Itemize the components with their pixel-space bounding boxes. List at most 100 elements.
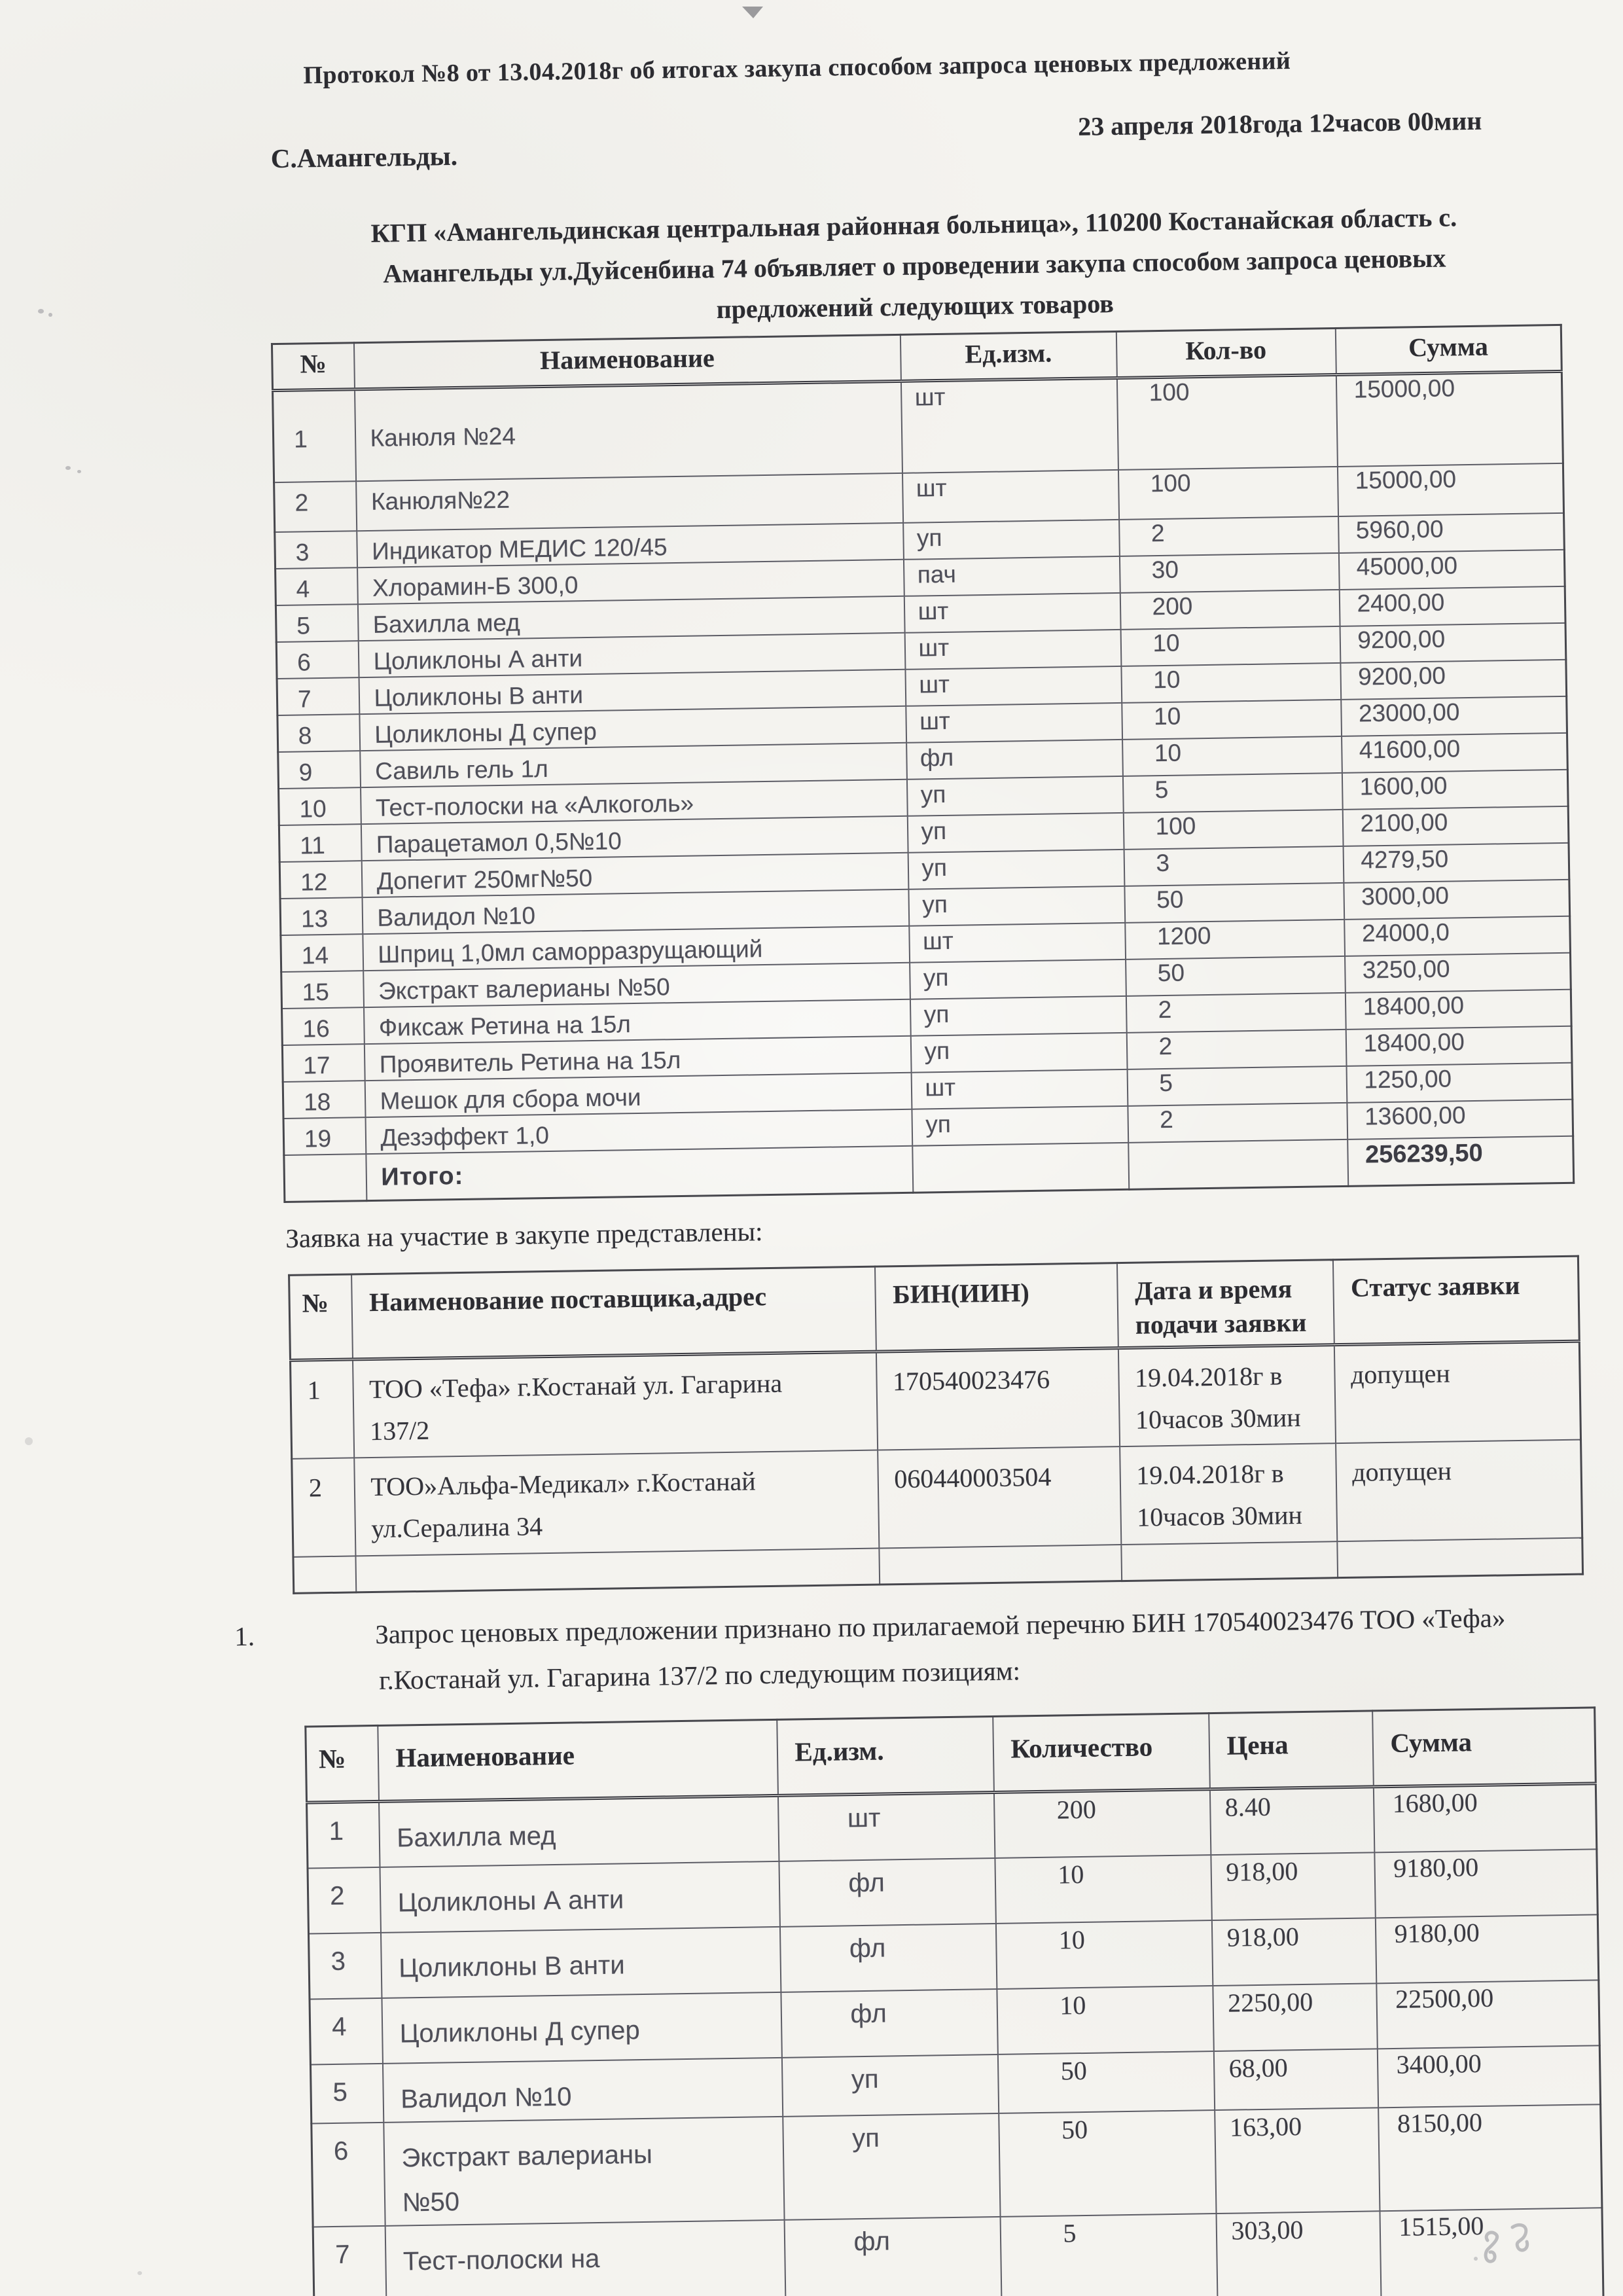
cell-1: Канюля№22 — [355, 473, 903, 531]
cell-4: 918,00 — [1210, 1852, 1376, 1920]
cell-1: Тест-полоски на «Алкоголь» — [385, 2219, 786, 2296]
suppliers-table-body: 1 ТОО «Тефа» г.Костанай ул. Гагарина 137/… — [290, 1341, 1582, 1557]
cell-1: Цоликлоны А анти — [380, 1861, 780, 1933]
cell-3: 2 — [1126, 1029, 1347, 1069]
cell-2: пач — [903, 556, 1120, 596]
cell-2: уп — [910, 1032, 1128, 1073]
cell-0: 18 — [283, 1080, 366, 1119]
header-cell-2: БИН(ИИН) — [874, 1263, 1118, 1352]
cell-2: шт — [904, 666, 1122, 706]
header-cell-0: № — [305, 1725, 379, 1803]
cell-1: Бахилла мед — [378, 1795, 779, 1867]
cell-3: 50 — [998, 2109, 1216, 2217]
cell-2: уп — [908, 849, 1124, 889]
cell-0: 4 — [275, 567, 358, 605]
scan-speck — [48, 313, 52, 317]
cell-0: 1 — [306, 1801, 380, 1869]
cell-4: допущен — [1335, 1439, 1582, 1541]
cell-0: 6 — [276, 640, 359, 679]
header-cell-0: № — [272, 342, 355, 391]
cell-0: 10 — [278, 787, 361, 825]
header-cell-1: Наименование поставщика,адрес — [351, 1266, 876, 1359]
cell-1: Канюля №24 — [354, 381, 902, 481]
cell-0: 15 — [281, 970, 364, 1009]
cell-4: 68,00 — [1213, 2048, 1378, 2110]
awarded-table: № Наименование Ед.изм. Количество Цена Сумма … — [304, 1706, 1605, 2296]
cell-2: фл — [779, 1923, 997, 1992]
cell-3: 5 — [1000, 2213, 1218, 2296]
cell-2: уп — [908, 886, 1125, 926]
header-cell-1: Наименование — [377, 1719, 778, 1802]
header-cell-4: Цена — [1208, 1710, 1374, 1789]
header-cell-3: Количество — [992, 1713, 1210, 1793]
header-cell-1: Наименование — [353, 334, 901, 389]
cell-3: 50 — [1125, 956, 1346, 996]
cell-3 — [1120, 1541, 1338, 1581]
cell-2: шт — [905, 702, 1122, 743]
scan-speck — [77, 470, 81, 473]
cell-0: 19 — [283, 1117, 366, 1155]
cell-2: шт — [911, 1069, 1128, 1109]
cell-0: 11 — [279, 823, 362, 862]
cell-0: 2 — [308, 1867, 381, 1934]
cell-3: 10 — [1120, 662, 1341, 703]
cell-3: 200 — [993, 1789, 1211, 1858]
cell-4: 18400,00 — [1346, 1026, 1572, 1066]
cell-0: 1 — [290, 1359, 354, 1459]
cell-1 — [355, 1548, 880, 1592]
cell-2: фл — [784, 2216, 1002, 2296]
header-cell-4: Статус заявки — [1332, 1256, 1580, 1345]
cell-3: 10 — [1120, 626, 1340, 666]
cell-2: фл — [780, 1988, 998, 2058]
cell-2: уп — [906, 776, 1124, 816]
cell-3: 10 — [1121, 699, 1342, 740]
cell-5: 1680,00 — [1373, 1783, 1597, 1852]
cell-4 — [1336, 1537, 1583, 1578]
cell-0: 3 — [274, 530, 357, 569]
cell-4: 5960,00 — [1338, 512, 1565, 553]
scan-speck — [38, 309, 44, 314]
cell-1: Валидол №10 — [382, 2057, 783, 2123]
cell-0: 2 — [274, 480, 357, 532]
cell-4: 45000,00 — [1338, 549, 1565, 590]
cell-3: 10 — [994, 1854, 1212, 1924]
cell-0: 8 — [277, 713, 360, 752]
cell-2: фл — [778, 1857, 996, 1927]
applications-heading: Заявка на участие в закупе представлены: — [285, 1216, 763, 1253]
cell-4: 15000,00 — [1336, 371, 1563, 467]
cell-3: 19.04.2018г в 10часов 30мин — [1119, 1443, 1337, 1545]
scan-fold-mark — [742, 7, 763, 18]
cell-0: 14 — [280, 933, 363, 972]
cell-4: 2250,00 — [1212, 1982, 1378, 2051]
cell-3: 50 — [997, 2051, 1215, 2113]
cell-4: 13600,00 — [1346, 1099, 1573, 1139]
decision-paragraph: 1. Запрос ценовых предложении признано по… — [234, 1594, 1584, 1704]
cell-4: 9200,00 — [1340, 622, 1566, 663]
cell-3: 2 — [1118, 516, 1339, 556]
document-place: С.Амангельды. — [270, 140, 458, 174]
suppliers-table: № Наименование поставщика,адрес БИН(ИИН) Да… — [288, 1255, 1584, 1594]
awarded-table-body: 1 Бахилла мед шт 200 8.40 1680,00 2 Цоликлоны А… — [306, 1783, 1604, 2296]
cell-3: 2 — [1126, 992, 1346, 1033]
cell-1: Экстракт валерианы №50 — [383, 2116, 785, 2226]
cell-2: 060440003504 — [877, 1446, 1121, 1549]
cell-0: 7 — [313, 2225, 387, 2296]
cell-2: уп — [907, 812, 1124, 853]
total-value: 256239,50 — [1347, 1136, 1574, 1187]
cell-3: 10 — [995, 1920, 1213, 1989]
cell-5: 22500,00 — [1376, 1979, 1600, 2049]
cell-2: шт — [904, 629, 1121, 670]
intro-paragraph: КГП «Амангельдинская центральная районна… — [370, 202, 1457, 325]
cell-4: 4279,50 — [1343, 842, 1569, 883]
cell-0: 16 — [281, 1007, 365, 1045]
table-row: 6 Экстракт валерианы №50 уп 50 163,00 8150,00 — [311, 2104, 1602, 2227]
cell-0: 3 — [308, 1932, 382, 2000]
decision-number: 1. — [234, 1621, 255, 1652]
cell-3: 2 — [1127, 1102, 1347, 1143]
cell-2: уп — [909, 959, 1126, 999]
cell-3: 30 — [1119, 552, 1340, 593]
goods-table: № Наименование Ед.изм. Кол-во Сумма 1 Канюля … — [270, 323, 1575, 1203]
cell-3: 100 — [1118, 466, 1338, 520]
cell-2: уп — [910, 996, 1127, 1036]
